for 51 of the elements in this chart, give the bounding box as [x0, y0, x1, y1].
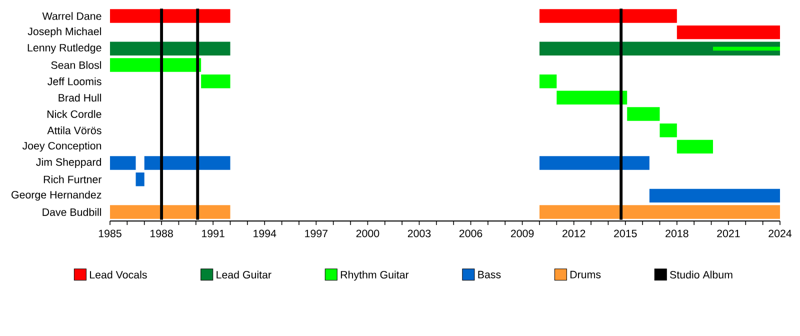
y-tick-label: Joey Conception	[22, 142, 102, 152]
y-tick-label: Sean Blosl	[51, 61, 101, 69]
legend-label: Lead Vocals	[90, 270, 147, 279]
bar	[144, 156, 230, 170]
y-tick-label: Nick Cordle	[47, 110, 102, 118]
bar	[556, 90, 628, 105]
legend-label: Lead Guitar	[216, 270, 272, 279]
y-tick-label: Jim Sheppard	[36, 158, 102, 168]
bar	[539, 9, 677, 23]
y-tick-label: George Hernandez	[12, 190, 102, 201]
x-tick-label: 1988	[150, 230, 173, 238]
x-tick-label: 2012	[562, 230, 586, 238]
bar	[110, 58, 202, 72]
y-tick-label: Lenny Rutledge	[28, 44, 102, 54]
bar	[539, 205, 780, 219]
legend-label: Drums	[570, 270, 601, 278]
legend-label: Studio Album	[670, 270, 732, 279]
x-tick-label: 2024	[768, 230, 792, 238]
bar	[539, 74, 557, 88]
x-tick-label: 2009	[510, 230, 534, 238]
y-tick-label: Attila Vörös	[47, 126, 102, 134]
x-tick-label: 2003	[408, 230, 431, 238]
x-tick-label: 2000	[356, 230, 380, 238]
bar	[627, 107, 660, 121]
bar	[660, 123, 677, 138]
x-tick-label: 1997	[305, 230, 328, 238]
y-tick-label: Jeff Loomis	[48, 77, 102, 86]
bar	[649, 188, 780, 203]
y-tick-label: Joseph Michael	[28, 27, 101, 38]
y-tick-label: Dave Budbill	[42, 208, 101, 216]
y-tick-label: Warrel Dane	[42, 12, 102, 20]
x-tick-label: 2015	[614, 230, 637, 238]
bar	[676, 25, 780, 40]
bar	[201, 74, 230, 88]
legend-label: Bass	[478, 270, 501, 278]
y-tick-label: Brad Hull	[58, 94, 101, 102]
legend-label: Rhythm Guitar	[340, 270, 409, 281]
bar	[136, 172, 144, 186]
x-tick-label: 1991	[202, 230, 224, 238]
bar	[676, 140, 713, 154]
x-tick-label: 1994	[254, 230, 276, 238]
bar	[110, 205, 230, 219]
y-tick-label: Rich Furtner	[44, 175, 102, 184]
x-tick-label: 2018	[666, 230, 688, 238]
bar	[110, 42, 230, 56]
x-tick-label: 1985	[98, 230, 122, 238]
x-tick-label: 2021	[717, 230, 740, 238]
bar	[110, 156, 136, 170]
x-tick-label: 2006	[459, 230, 482, 238]
bar	[539, 156, 650, 170]
bar	[110, 9, 230, 23]
